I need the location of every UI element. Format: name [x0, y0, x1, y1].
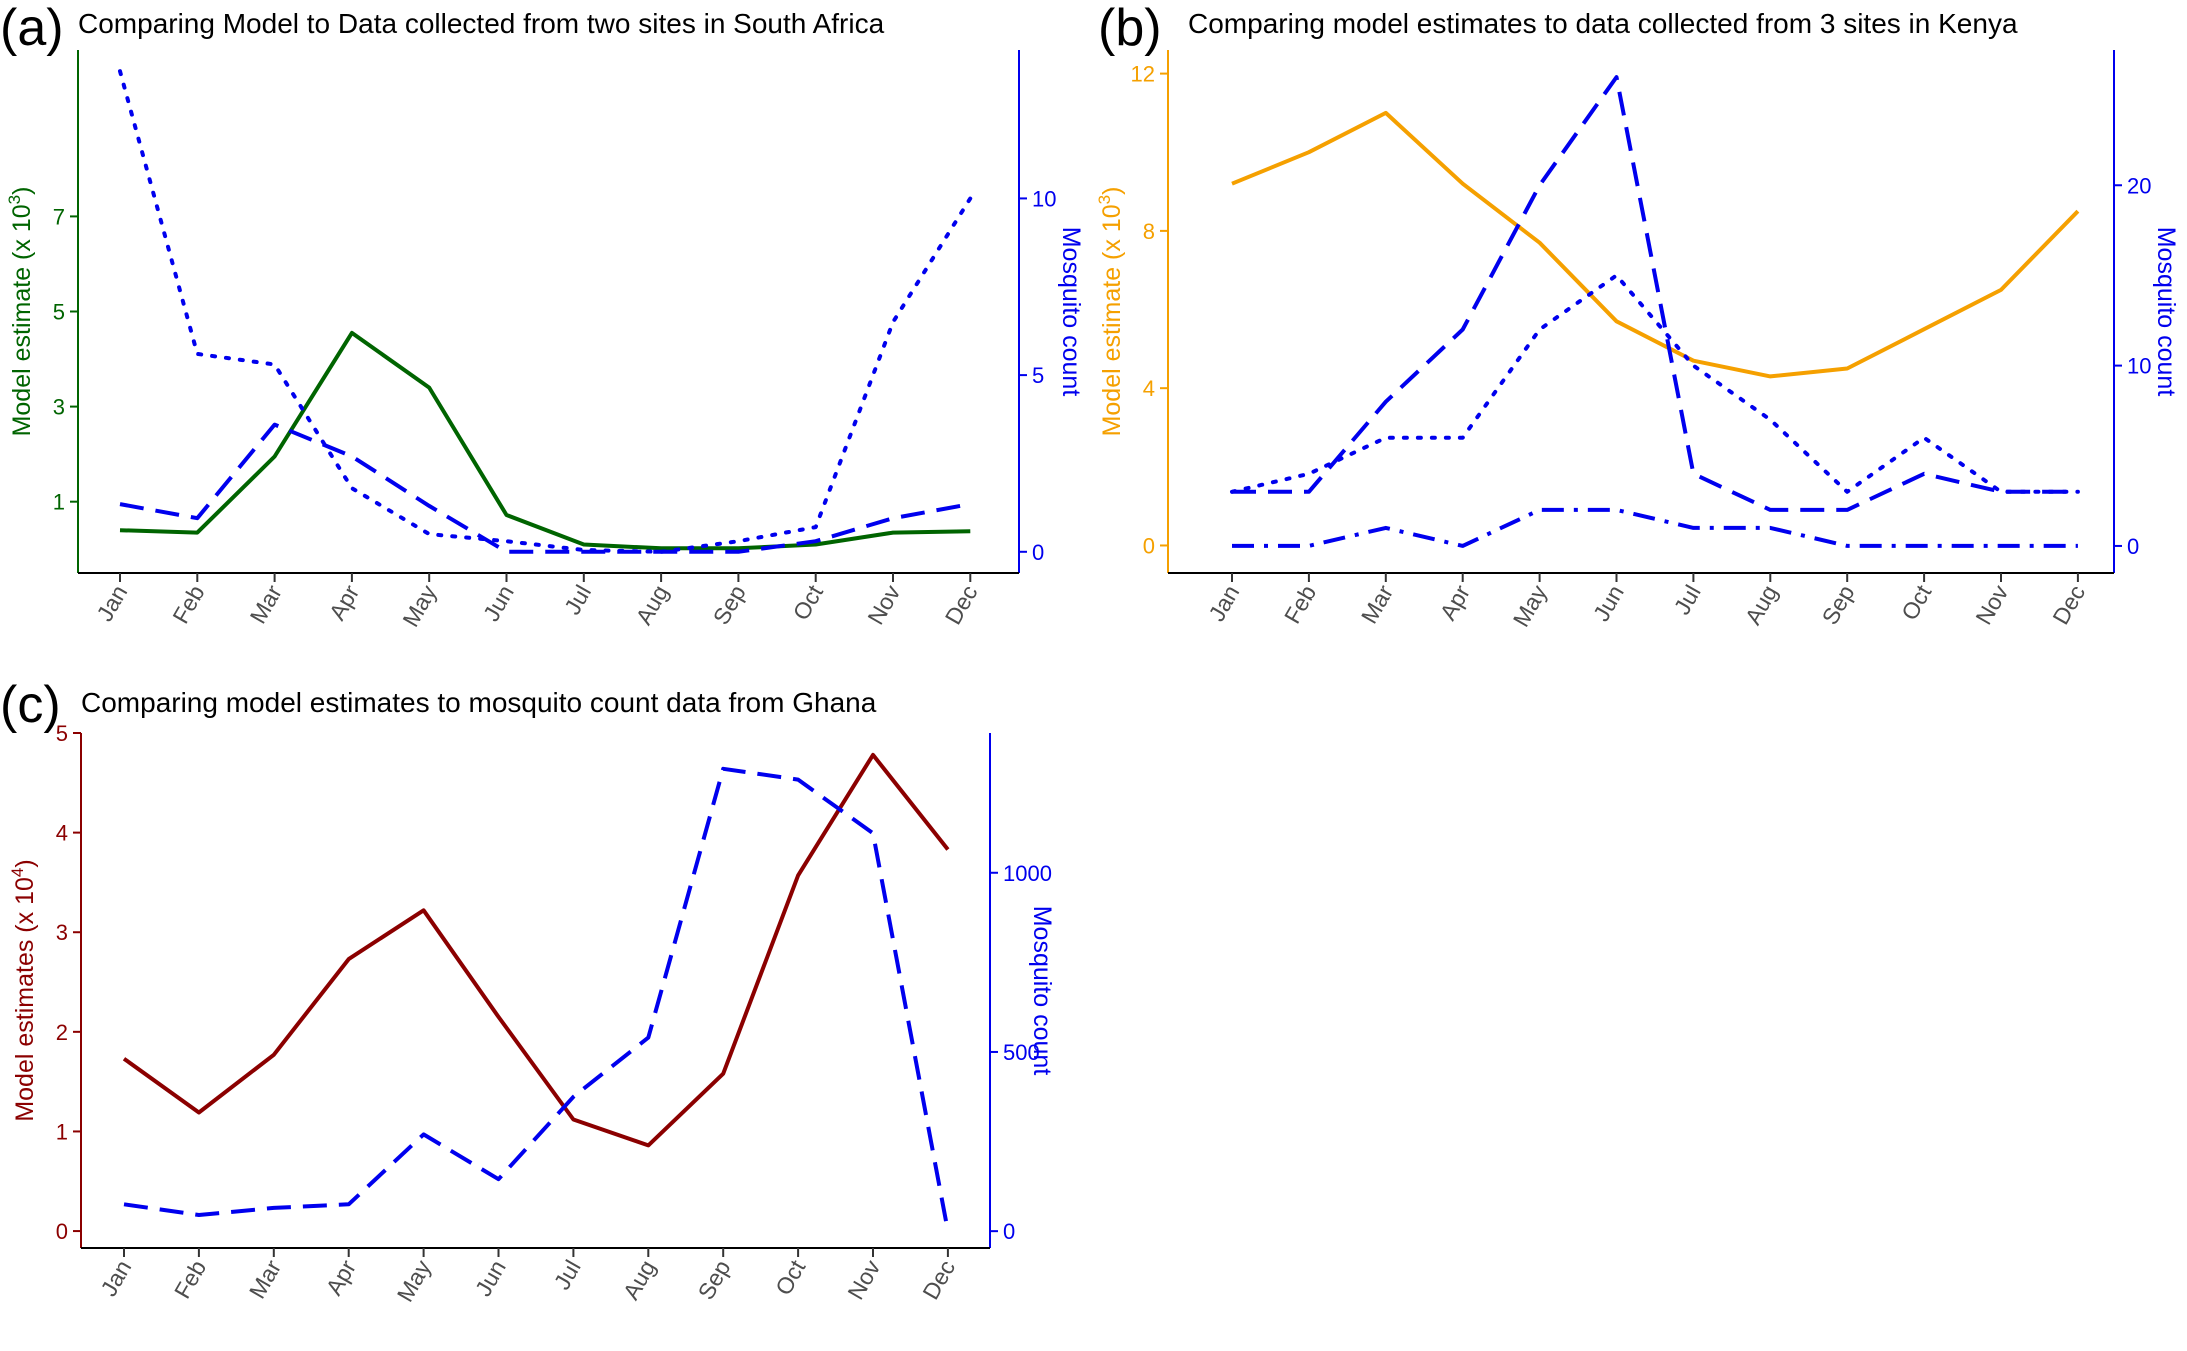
chart-title: Comparing Model to Data collected from t… — [78, 8, 885, 39]
panel-b: (b) Comparing model estimates to data col… — [1095, 0, 2180, 631]
x-tick-label: Nov — [1970, 580, 2013, 629]
x-tick-label: Jan — [95, 1256, 136, 1301]
x-tick-label: Feb — [1279, 581, 1321, 628]
x-tick-label: Nov — [842, 1255, 885, 1304]
left-tick-label: 4 — [56, 821, 68, 846]
series-line-dotted — [118, 69, 973, 554]
left-axis-title-exponent: 3 — [1095, 195, 1114, 204]
right-tick-label: 10 — [2127, 354, 2151, 379]
panel-label: (c) — [0, 676, 61, 734]
x-tick-label: May — [392, 1255, 436, 1306]
x-tick-label: Aug — [1740, 581, 1783, 629]
left-axis-title: Model estimate (x 103) — [5, 187, 36, 437]
x-tick-label: May — [1508, 580, 1552, 631]
x-tick-label: Jul — [549, 1256, 586, 1294]
left-tick-label: 2 — [56, 1020, 68, 1045]
x-tick-label: Apr — [321, 1255, 362, 1299]
left-tick-label: 7 — [53, 204, 65, 229]
x-tick-label: Mar — [1356, 580, 1398, 628]
left-axis-title-main: Model estimate (x 10 — [1098, 204, 1126, 436]
right-tick-label: 0 — [1003, 1219, 1015, 1244]
series-line-dashed — [1232, 75, 2078, 512]
x-tick-label: Sep — [693, 1256, 736, 1304]
left-axis-title-end: ) — [8, 187, 36, 195]
left-tick-label: 4 — [1143, 376, 1155, 401]
series-line-dotdash — [1232, 507, 2078, 548]
x-tick-label: Dec — [917, 1256, 960, 1304]
series-line-dotted — [1230, 273, 2080, 494]
right-tick-label: 1000 — [1003, 861, 1052, 886]
x-tick-label: Jan — [1203, 581, 1244, 626]
left-axis-title-exponent: 3 — [5, 195, 24, 204]
right-tick-label: 0 — [1032, 540, 1044, 565]
right-tick-label: 500 — [1003, 1040, 1040, 1065]
x-tick-label: Jul — [1669, 581, 1706, 619]
x-tick-label: Sep — [1817, 581, 1860, 629]
x-tick-label: Oct — [1896, 580, 1937, 625]
right-axis-title: Mosquito count — [2152, 227, 2180, 397]
x-tick-label: Dec — [940, 581, 983, 629]
left-axis-title-main: Model estimate (x 10 — [8, 204, 36, 436]
left-axis-title: Model estimate (x 103) — [1095, 187, 1126, 437]
left-tick-label: 3 — [53, 395, 65, 420]
x-tick-label: Jun — [478, 581, 519, 626]
left-tick-label: 5 — [53, 300, 65, 325]
right-tick-label: 10 — [1032, 186, 1056, 211]
panel-c: (c) Comparing model estimates to mosquito… — [0, 676, 1056, 1306]
panel-a: (a) Comparing Model to Data collected fro… — [0, 0, 1085, 631]
chart-title: Comparing model estimates to data collec… — [1188, 8, 2018, 39]
left-tick-label: 3 — [56, 920, 68, 945]
left-tick-label: 5 — [56, 721, 68, 746]
x-tick-label: Oct — [788, 580, 829, 625]
x-tick-label: Jan — [91, 581, 132, 626]
x-tick-label: Jul — [559, 581, 596, 619]
x-tick-label: Sep — [708, 581, 751, 629]
x-tick-label: Apr — [1435, 580, 1476, 624]
right-axis-title: Mosquito count — [1028, 906, 1056, 1076]
x-tick-label: Jun — [1588, 581, 1629, 626]
right-tick-label: 0 — [2127, 534, 2139, 559]
left-tick-label: 0 — [56, 1219, 68, 1244]
x-tick-label: Dec — [2047, 581, 2090, 629]
x-tick-label: Aug — [618, 1256, 661, 1304]
x-tick-label: Aug — [630, 581, 673, 629]
left-axis-title: Model estimates (x 104) — [8, 859, 39, 1121]
x-tick-label: Mar — [245, 580, 287, 628]
left-axis-title-end: ) — [1098, 187, 1126, 195]
x-tick-label: Oct — [770, 1255, 811, 1300]
chart-title: Comparing model estimates to mosquito co… — [81, 687, 877, 718]
right-tick-label: 5 — [1032, 363, 1044, 388]
left-axis-title-main: Model estimates (x 10 — [11, 877, 39, 1122]
series-line-dashed — [123, 766, 950, 1232]
series-line-solid — [119, 330, 971, 551]
x-tick-label: Jun — [470, 1256, 511, 1301]
series-line-dashed — [119, 422, 971, 554]
x-tick-label: Feb — [169, 1256, 211, 1303]
right-tick-label: 20 — [2127, 173, 2151, 198]
x-tick-label: Apr — [324, 580, 365, 624]
panel-label: (a) — [0, 0, 64, 57]
left-tick-label: 1 — [56, 1119, 68, 1144]
panel-label: (b) — [1098, 0, 1162, 57]
series-line-solid — [1231, 110, 2080, 379]
left-axis-title-end: ) — [11, 859, 39, 867]
series-line-solid — [122, 752, 950, 1148]
x-tick-label: May — [397, 580, 441, 631]
x-tick-label: Mar — [244, 1255, 286, 1303]
left-axis-title-exponent: 4 — [8, 868, 27, 877]
left-tick-label: 0 — [1143, 533, 1155, 558]
left-tick-label: 8 — [1143, 219, 1155, 244]
x-tick-label: Nov — [862, 580, 905, 629]
right-axis-title: Mosquito count — [1057, 227, 1085, 397]
left-tick-label: 1 — [53, 490, 65, 515]
x-tick-label: Feb — [167, 581, 209, 628]
left-tick-label: 12 — [1131, 62, 1155, 87]
